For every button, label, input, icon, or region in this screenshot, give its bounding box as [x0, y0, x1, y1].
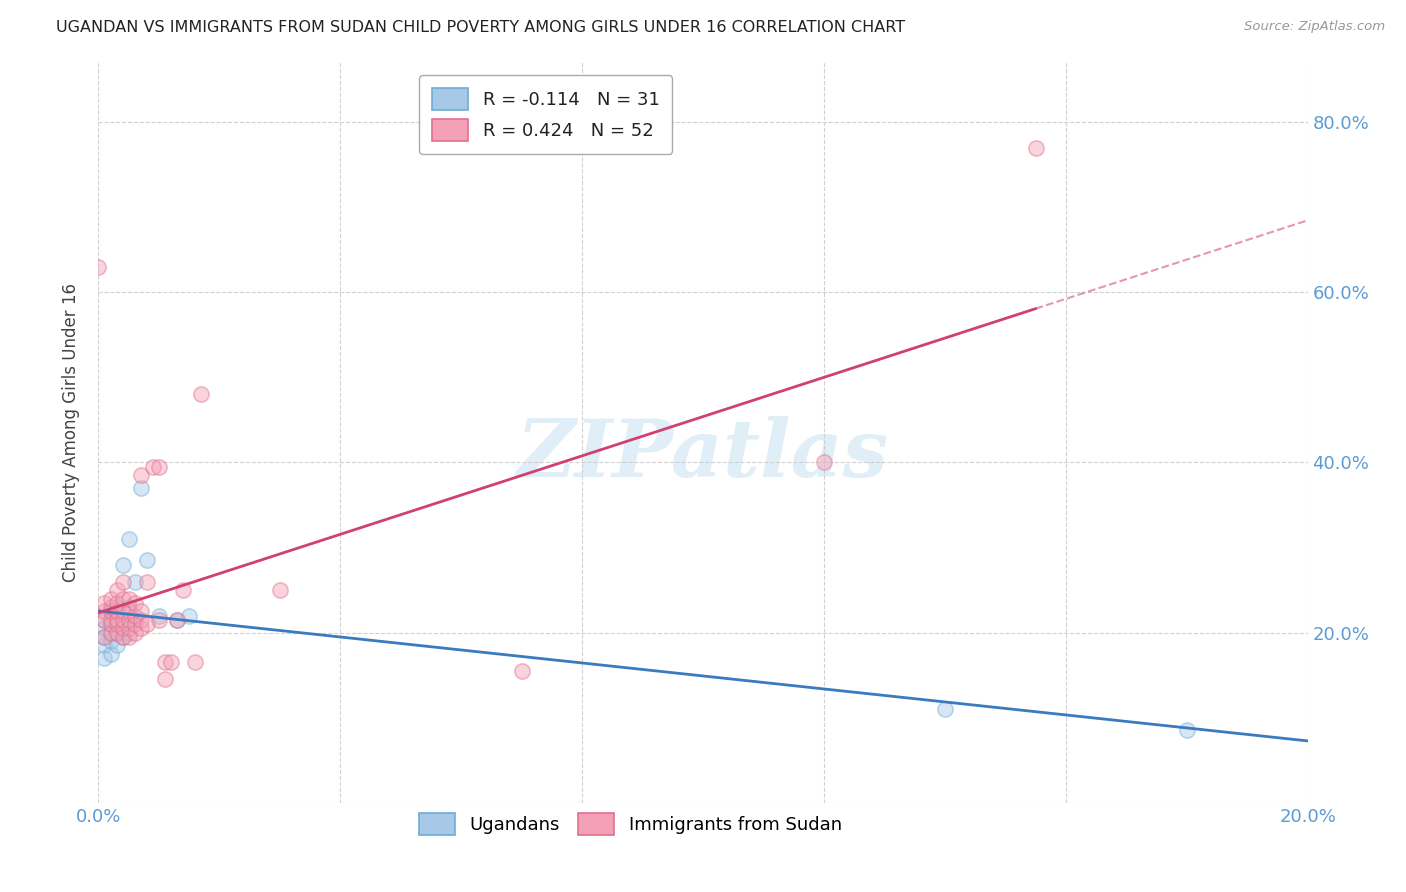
Point	[111, 591, 134, 606]
Point	[934, 702, 956, 716]
Legend: Ugandans, Immigrants from Sudan: Ugandans, Immigrants from Sudan	[412, 805, 849, 842]
Point	[105, 604, 128, 618]
Point	[142, 459, 165, 474]
Point	[93, 630, 115, 644]
Point	[111, 621, 134, 635]
Point	[118, 613, 141, 627]
Point	[100, 591, 122, 606]
Point	[124, 625, 146, 640]
Point	[93, 604, 115, 618]
Text: ZIPatlas: ZIPatlas	[517, 416, 889, 493]
Point	[111, 558, 134, 572]
Point	[172, 582, 194, 597]
Point	[100, 625, 122, 640]
Point	[124, 596, 146, 610]
Point	[166, 613, 188, 627]
Point	[118, 600, 141, 615]
Point	[100, 617, 122, 632]
Point	[1024, 140, 1046, 154]
Point	[93, 639, 115, 653]
Point	[87, 260, 110, 274]
Point	[129, 621, 152, 635]
Point	[105, 596, 128, 610]
Point	[148, 613, 170, 627]
Point	[135, 617, 157, 632]
Point	[93, 613, 115, 627]
Point	[510, 664, 533, 678]
Point	[111, 613, 134, 627]
Point	[100, 604, 122, 618]
Point	[93, 596, 115, 610]
Point	[129, 468, 152, 483]
Point	[100, 634, 122, 648]
Point	[111, 604, 134, 618]
Point	[118, 625, 141, 640]
Point	[111, 630, 134, 644]
Point	[269, 582, 291, 597]
Point	[105, 625, 128, 640]
Point	[118, 604, 141, 618]
Point	[813, 455, 835, 469]
Point	[129, 613, 152, 627]
Point	[124, 617, 146, 632]
Point	[184, 656, 207, 670]
Point	[100, 647, 122, 661]
Point	[105, 613, 128, 627]
Point	[100, 625, 122, 640]
Point	[118, 613, 141, 627]
Point	[100, 600, 122, 615]
Point	[93, 613, 115, 627]
Point	[135, 574, 157, 589]
Point	[105, 639, 128, 653]
Point	[153, 673, 176, 687]
Point	[105, 613, 128, 627]
Point	[118, 532, 141, 546]
Point	[153, 656, 176, 670]
Y-axis label: Child Poverty Among Girls Under 16: Child Poverty Among Girls Under 16	[62, 283, 80, 582]
Point	[160, 656, 183, 670]
Point	[111, 617, 134, 632]
Point	[166, 613, 188, 627]
Point	[129, 604, 152, 618]
Point	[118, 621, 141, 635]
Point	[93, 621, 115, 635]
Point	[118, 591, 141, 606]
Point	[105, 625, 128, 640]
Point	[105, 617, 128, 632]
Point	[93, 651, 115, 665]
Point	[93, 630, 115, 644]
Point	[100, 613, 122, 627]
Point	[118, 630, 141, 644]
Point	[148, 608, 170, 623]
Text: Source: ZipAtlas.com: Source: ZipAtlas.com	[1244, 20, 1385, 33]
Point	[124, 608, 146, 623]
Point	[1175, 723, 1198, 738]
Point	[105, 582, 128, 597]
Point	[129, 481, 152, 495]
Text: UGANDAN VS IMMIGRANTS FROM SUDAN CHILD POVERTY AMONG GIRLS UNDER 16 CORRELATION : UGANDAN VS IMMIGRANTS FROM SUDAN CHILD P…	[56, 20, 905, 35]
Point	[100, 617, 122, 632]
Point	[124, 613, 146, 627]
Point	[190, 387, 212, 401]
Point	[100, 604, 122, 618]
Point	[111, 574, 134, 589]
Point	[105, 600, 128, 615]
Point	[124, 574, 146, 589]
Point	[179, 608, 201, 623]
Point	[135, 553, 157, 567]
Point	[111, 604, 134, 618]
Point	[111, 630, 134, 644]
Point	[148, 459, 170, 474]
